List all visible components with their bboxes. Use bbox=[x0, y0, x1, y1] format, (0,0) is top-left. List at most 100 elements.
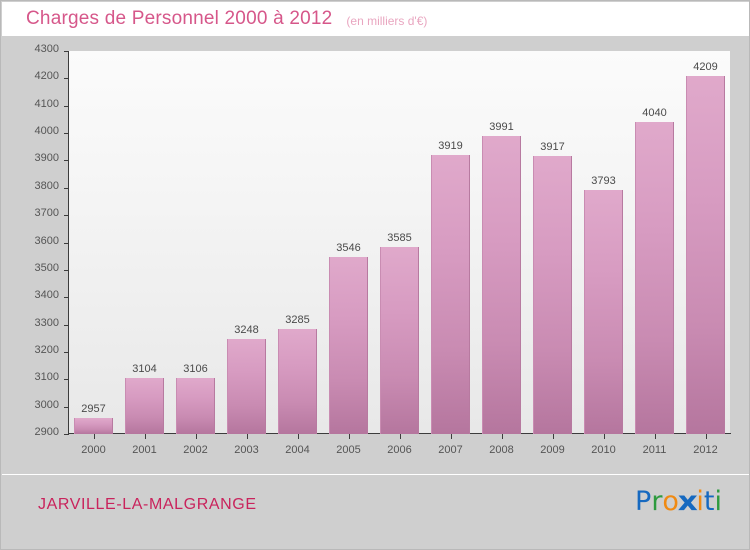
y-axis-tick-mark bbox=[64, 51, 69, 52]
bar-group: 3546 2005 bbox=[323, 51, 374, 456]
y-axis-tick-label: 4300 bbox=[34, 43, 59, 55]
y-axis-tick-label: 3100 bbox=[34, 371, 59, 384]
x-axis-tick-label: 2006 bbox=[387, 444, 412, 456]
bar-group: 3248 2003 bbox=[221, 51, 272, 456]
x-axis-tick-label: 2008 bbox=[489, 444, 514, 456]
bar[interactable] bbox=[175, 377, 216, 434]
bar-group: 3285 2004 bbox=[272, 51, 323, 456]
logo-letter: P bbox=[635, 486, 652, 517]
x-axis-tick-mark bbox=[195, 434, 197, 439]
bar[interactable] bbox=[277, 328, 318, 434]
x-axis-tick-label: 2012 bbox=[693, 444, 718, 456]
bar-group: 3793 2010 bbox=[578, 51, 629, 456]
y-axis-tick-mark bbox=[64, 160, 69, 162]
bar-value-label: 3917 bbox=[540, 140, 565, 153]
bar-group: 4040 2011 bbox=[629, 51, 680, 456]
x-axis-tick-label: 2005 bbox=[336, 444, 361, 456]
bar[interactable] bbox=[226, 338, 267, 434]
y-axis-tick-mark bbox=[64, 187, 69, 189]
y-axis-tick-mark bbox=[64, 297, 69, 299]
bar[interactable] bbox=[124, 378, 165, 434]
bar-value-label: 4209 bbox=[693, 60, 718, 73]
x-axis-tick-label: 2000 bbox=[81, 444, 106, 456]
x-axis-tick-label: 2001 bbox=[132, 444, 157, 456]
y-axis-tick-label: 3600 bbox=[34, 234, 59, 247]
x-axis-tick-mark bbox=[450, 434, 452, 439]
logo-letter: r bbox=[651, 486, 663, 517]
bar-value-label: 3104 bbox=[132, 363, 157, 376]
bar-value-label: 4040 bbox=[642, 107, 667, 120]
bar[interactable] bbox=[430, 155, 471, 434]
bar-value-label: 3793 bbox=[591, 174, 616, 187]
x-axis-tick-mark bbox=[93, 434, 95, 439]
bar-group: 4209 2012 bbox=[680, 51, 731, 456]
x-axis-tick-mark bbox=[501, 434, 503, 439]
y-axis-tick-label: 3400 bbox=[34, 289, 59, 302]
x-axis-tick-mark bbox=[705, 434, 707, 439]
proxiti-logo[interactable]: Proxiti bbox=[635, 486, 722, 517]
logo-letter: i bbox=[714, 486, 722, 517]
bar[interactable] bbox=[328, 257, 369, 434]
bar-value-label: 3585 bbox=[387, 231, 412, 244]
x-axis-tick-label: 2011 bbox=[642, 444, 667, 456]
x-axis-tick-label: 2010 bbox=[591, 444, 616, 456]
bar-group: 3991 2008 bbox=[476, 51, 527, 456]
y-axis-tick-label: 3300 bbox=[34, 316, 59, 329]
x-axis-tick-label: 2002 bbox=[183, 444, 208, 456]
y-axis-tick-mark bbox=[64, 242, 69, 244]
bar-group: 3585 2006 bbox=[374, 51, 425, 456]
bar-group: 3919 2007 bbox=[425, 51, 476, 456]
logo-letter: o bbox=[662, 486, 679, 517]
y-axis-tick-label: 3700 bbox=[34, 207, 59, 220]
chart-footer: JARVILLE-LA-MALGRANGE Proxiti bbox=[2, 474, 749, 549]
logo-letter: t bbox=[703, 486, 715, 517]
bar-value-label: 3919 bbox=[438, 140, 463, 153]
bar-value-label: 3991 bbox=[489, 120, 514, 133]
y-axis-tick-mark bbox=[64, 406, 69, 408]
bar[interactable] bbox=[634, 122, 675, 434]
bar-value-label: 3106 bbox=[183, 362, 208, 375]
page-title: Charges de Personnel 2000 à 2012 bbox=[26, 8, 333, 29]
city-name-label: JARVILLE-LA-MALGRANGE bbox=[38, 496, 257, 513]
y-axis-tick-mark bbox=[64, 351, 69, 353]
x-axis-tick-label: 2003 bbox=[234, 444, 259, 456]
bar-value-label: 3285 bbox=[285, 313, 310, 326]
bar[interactable] bbox=[583, 189, 624, 434]
bar[interactable] bbox=[532, 155, 573, 434]
chart-header: Charges de Personnel 2000 à 2012 (en mil… bbox=[2, 2, 749, 36]
bar[interactable] bbox=[685, 75, 726, 434]
y-axis-tick-mark bbox=[64, 269, 69, 271]
x-axis-tick-mark bbox=[552, 434, 554, 439]
bar-value-label: 3248 bbox=[234, 323, 259, 336]
logo-letter: i bbox=[696, 486, 704, 517]
x-axis-tick-mark bbox=[654, 434, 656, 439]
x-axis-tick-mark bbox=[603, 434, 605, 439]
y-axis-tick-mark bbox=[64, 133, 69, 135]
y-axis-tick-mark bbox=[64, 78, 69, 80]
x-axis-tick-mark bbox=[348, 434, 350, 439]
footer-divider bbox=[2, 474, 749, 475]
bar-group: 3104 2001 bbox=[119, 51, 170, 456]
x-axis-tick-label: 2009 bbox=[540, 444, 565, 456]
x-axis-tick-label: 2004 bbox=[285, 444, 310, 456]
y-axis-tick-label: 3000 bbox=[34, 398, 59, 411]
y-axis-tick-mark bbox=[64, 105, 69, 107]
bar-group: 3106 2002 bbox=[170, 51, 221, 456]
logo-letter: x bbox=[677, 486, 698, 517]
x-axis-tick-mark bbox=[399, 434, 401, 439]
bar-value-label: 3546 bbox=[336, 242, 361, 255]
bar-group: 2957 2000 bbox=[68, 51, 119, 456]
chart-plot-area: 4300 4200 4100 4000 3900 3800 3700 3600 3500 3400… bbox=[2, 36, 749, 474]
bar[interactable] bbox=[73, 418, 114, 434]
y-axis-tick-label: 3200 bbox=[34, 343, 59, 356]
bar[interactable] bbox=[379, 246, 420, 434]
y-axis-tick-label: 2900 bbox=[34, 426, 59, 438]
y-axis-tick-label: 4000 bbox=[34, 125, 59, 138]
bar[interactable] bbox=[481, 135, 522, 434]
y-axis-tick-mark bbox=[64, 324, 69, 326]
y-axis-tick-mark bbox=[64, 379, 69, 381]
x-axis-tick-mark bbox=[144, 434, 146, 439]
x-axis-tick-label: 2007 bbox=[438, 444, 463, 456]
y-axis-tick-mark bbox=[64, 434, 69, 435]
